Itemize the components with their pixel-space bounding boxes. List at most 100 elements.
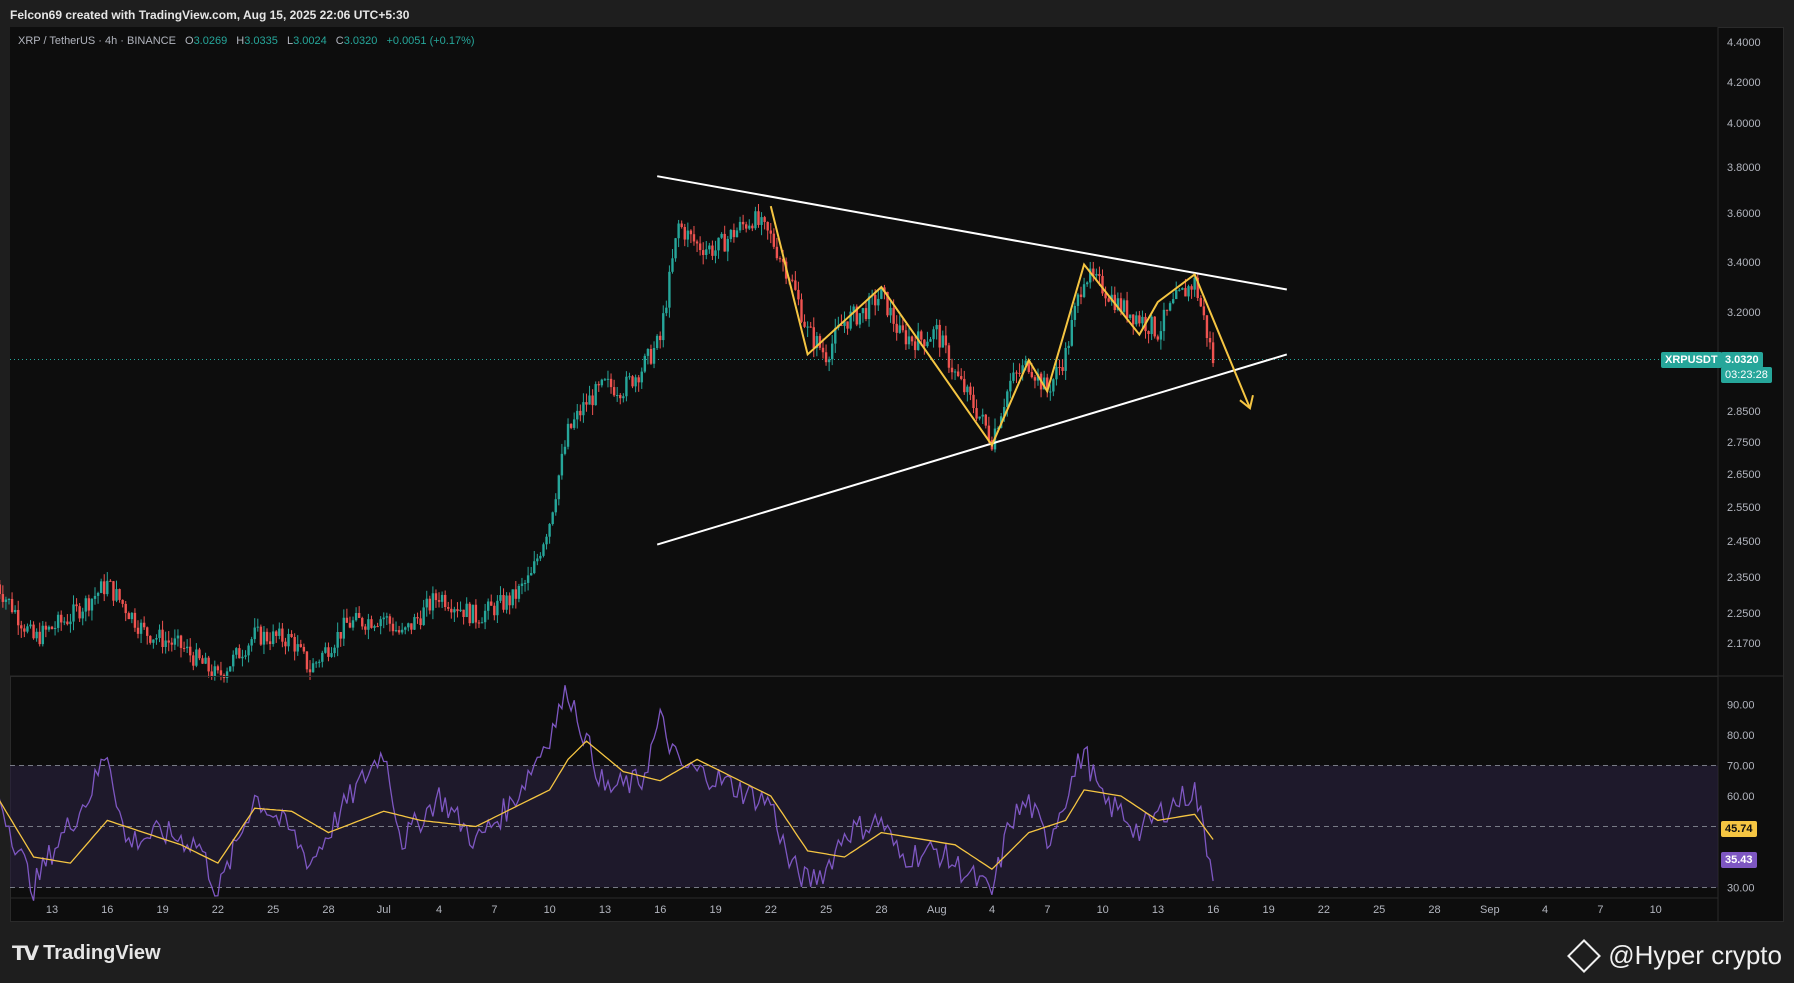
candle-body (173, 638, 177, 645)
candle-body (975, 408, 978, 419)
candle-body (228, 666, 232, 672)
candle-body (517, 585, 521, 599)
candle-body (1175, 289, 1178, 300)
candle-body (557, 475, 561, 500)
candle-body (754, 211, 757, 229)
candle-body (397, 630, 401, 633)
candle-body (640, 371, 643, 383)
candle-body (597, 384, 600, 386)
rsi-value-tag: 35.43 (1721, 852, 1757, 868)
candle-body (548, 524, 551, 537)
candle-body (637, 377, 640, 383)
candle-body (496, 600, 499, 616)
tradingview-logo[interactable]: 𝗧𝗩 TradingView (12, 941, 161, 966)
candle-body (794, 280, 797, 290)
time-tick-label: 13 (599, 904, 611, 916)
candle-body (189, 646, 192, 656)
candle-body (327, 647, 330, 657)
candle-body (41, 625, 44, 645)
candle-body (348, 622, 352, 628)
candle-body (66, 621, 69, 625)
candle-body (87, 598, 91, 611)
candle-body (1070, 319, 1073, 346)
candle-body (164, 640, 167, 648)
candle-body (265, 631, 269, 642)
candle-body (115, 589, 118, 601)
candle-body (892, 307, 895, 324)
candle-body (404, 627, 407, 630)
price-tick-label: 4.0000 (1727, 118, 1761, 130)
candle-body (668, 271, 671, 308)
candle-body (29, 624, 32, 627)
candle-body (103, 581, 106, 595)
candle-body (385, 616, 389, 618)
candle-body (250, 639, 253, 646)
candle-body (90, 598, 94, 611)
candle-body (490, 601, 493, 606)
price-tick-label: 3.2000 (1727, 307, 1761, 319)
time-tick-label: 7 (1597, 904, 1603, 916)
candle-body (1156, 336, 1159, 340)
time-tick-label: 22 (212, 904, 224, 916)
candle-body (852, 306, 855, 312)
candle-body (744, 224, 748, 229)
candle-body (493, 605, 496, 616)
candle-body (1098, 274, 1101, 276)
candle-body (53, 627, 57, 630)
candle-body (361, 617, 364, 627)
candle-body (149, 635, 152, 643)
candle-body (932, 329, 935, 340)
candle-body (1085, 282, 1089, 285)
candle-body (1052, 379, 1055, 392)
candle-body (840, 325, 843, 327)
candle-body (987, 425, 991, 441)
candle-body (7, 598, 11, 600)
candle-body (308, 669, 312, 673)
candle-body (855, 306, 858, 325)
price-tick-label: 2.6500 (1727, 469, 1761, 481)
author-watermark: @Hyper crypto (1567, 938, 1782, 973)
candle-body (579, 410, 582, 416)
candle-body (984, 414, 987, 426)
candle-body (603, 379, 607, 381)
candle-body (622, 396, 625, 399)
candle-body (453, 609, 456, 613)
candle-body (551, 512, 554, 525)
time-tick-label: 7 (1044, 904, 1050, 916)
candle-body (78, 606, 81, 619)
candle-body (1196, 277, 1199, 299)
candle-body (192, 655, 195, 666)
candle-body (781, 259, 785, 262)
candle-body (569, 423, 573, 428)
candle-body (701, 250, 705, 255)
change-value: +0.0051 (+0.17%) (386, 35, 475, 47)
candle-body (477, 622, 481, 624)
candle-body (542, 544, 545, 556)
time-tick-label: 25 (820, 904, 832, 916)
candle-body (213, 666, 216, 677)
candle-body (142, 622, 146, 628)
candle-body (511, 589, 514, 606)
candle-body (600, 379, 604, 386)
candle-body (960, 376, 963, 379)
symbol-name[interactable]: XRP / TetherUS · 4h · BINANCE (18, 35, 176, 47)
rsi-ma-value-tag: 45.74 (1721, 821, 1757, 837)
candle-body (901, 325, 905, 331)
time-tick-label: 16 (101, 904, 113, 916)
candle-body (969, 386, 972, 395)
time-tick-label: 4 (436, 904, 442, 916)
creator-credit: Felcon69 created with TradingView.com, A… (10, 8, 410, 22)
candle-body (923, 339, 926, 347)
candle-body (720, 233, 723, 238)
candle-body (425, 598, 428, 608)
candle-body (225, 671, 229, 679)
tradingview-mark-icon: 𝗧𝗩 (12, 943, 39, 965)
candle-body (50, 626, 54, 630)
candle-body (10, 598, 14, 613)
candle-body (428, 598, 432, 611)
current-symbol-tag: XRPUSDT (1661, 352, 1722, 368)
candle-body (112, 581, 115, 601)
candle-body (447, 607, 450, 609)
candle-body (692, 234, 696, 242)
